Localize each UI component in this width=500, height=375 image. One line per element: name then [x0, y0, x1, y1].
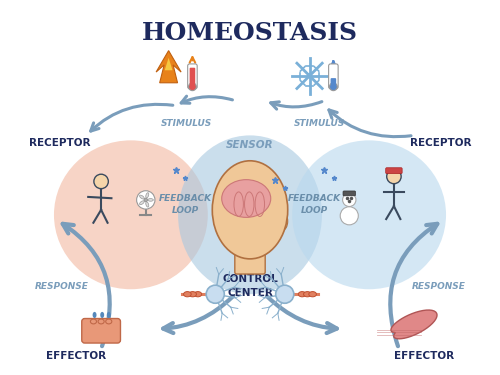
Ellipse shape	[146, 193, 149, 198]
Ellipse shape	[292, 140, 446, 289]
Circle shape	[188, 83, 196, 91]
Ellipse shape	[298, 292, 306, 297]
Ellipse shape	[98, 319, 104, 324]
Text: STIMULUS: STIMULUS	[294, 118, 345, 128]
FancyBboxPatch shape	[386, 168, 402, 174]
Ellipse shape	[106, 319, 112, 324]
Text: SENSOR: SENSOR	[226, 140, 274, 150]
Ellipse shape	[107, 312, 110, 318]
FancyBboxPatch shape	[235, 253, 265, 274]
Ellipse shape	[304, 292, 311, 297]
Text: RECEPTOR: RECEPTOR	[28, 138, 90, 148]
Circle shape	[94, 174, 108, 189]
Text: CONTROL
CENTER: CONTROL CENTER	[222, 274, 278, 297]
FancyBboxPatch shape	[82, 318, 120, 343]
FancyBboxPatch shape	[188, 64, 197, 89]
Ellipse shape	[222, 180, 270, 218]
Circle shape	[206, 285, 225, 303]
Circle shape	[136, 191, 155, 209]
Text: FEEDBACK
LOOP: FEEDBACK LOOP	[288, 195, 341, 215]
Circle shape	[276, 285, 294, 303]
Text: RESPONSE: RESPONSE	[412, 282, 466, 291]
Circle shape	[386, 169, 401, 184]
Ellipse shape	[148, 199, 154, 201]
FancyBboxPatch shape	[190, 68, 195, 85]
Ellipse shape	[92, 312, 96, 318]
FancyBboxPatch shape	[330, 78, 336, 85]
Ellipse shape	[178, 135, 322, 294]
Circle shape	[330, 83, 338, 91]
Ellipse shape	[90, 319, 96, 324]
FancyBboxPatch shape	[328, 64, 338, 89]
Text: STIMULUS: STIMULUS	[161, 118, 212, 128]
Circle shape	[342, 193, 356, 207]
Circle shape	[144, 198, 148, 202]
Ellipse shape	[184, 292, 191, 297]
Ellipse shape	[194, 292, 202, 297]
Ellipse shape	[309, 292, 316, 297]
Text: FEEDBACK
LOOP: FEEDBACK LOOP	[159, 195, 212, 215]
Text: EFFECTOR: EFFECTOR	[394, 351, 454, 361]
Text: EFFECTOR: EFFECTOR	[46, 351, 106, 361]
Ellipse shape	[276, 212, 287, 231]
Polygon shape	[391, 310, 437, 339]
Ellipse shape	[189, 292, 196, 297]
Ellipse shape	[140, 201, 144, 205]
Ellipse shape	[212, 161, 288, 259]
Circle shape	[307, 73, 312, 78]
Ellipse shape	[100, 312, 104, 318]
Text: RESPONSE: RESPONSE	[34, 282, 88, 291]
Text: RECEPTOR: RECEPTOR	[410, 138, 472, 148]
Ellipse shape	[140, 195, 144, 199]
Circle shape	[340, 207, 358, 225]
Text: HOMEOSTASIS: HOMEOSTASIS	[142, 21, 358, 45]
FancyBboxPatch shape	[343, 191, 355, 196]
Ellipse shape	[146, 202, 149, 207]
Ellipse shape	[54, 140, 208, 289]
Polygon shape	[156, 51, 181, 83]
Polygon shape	[164, 58, 172, 70]
